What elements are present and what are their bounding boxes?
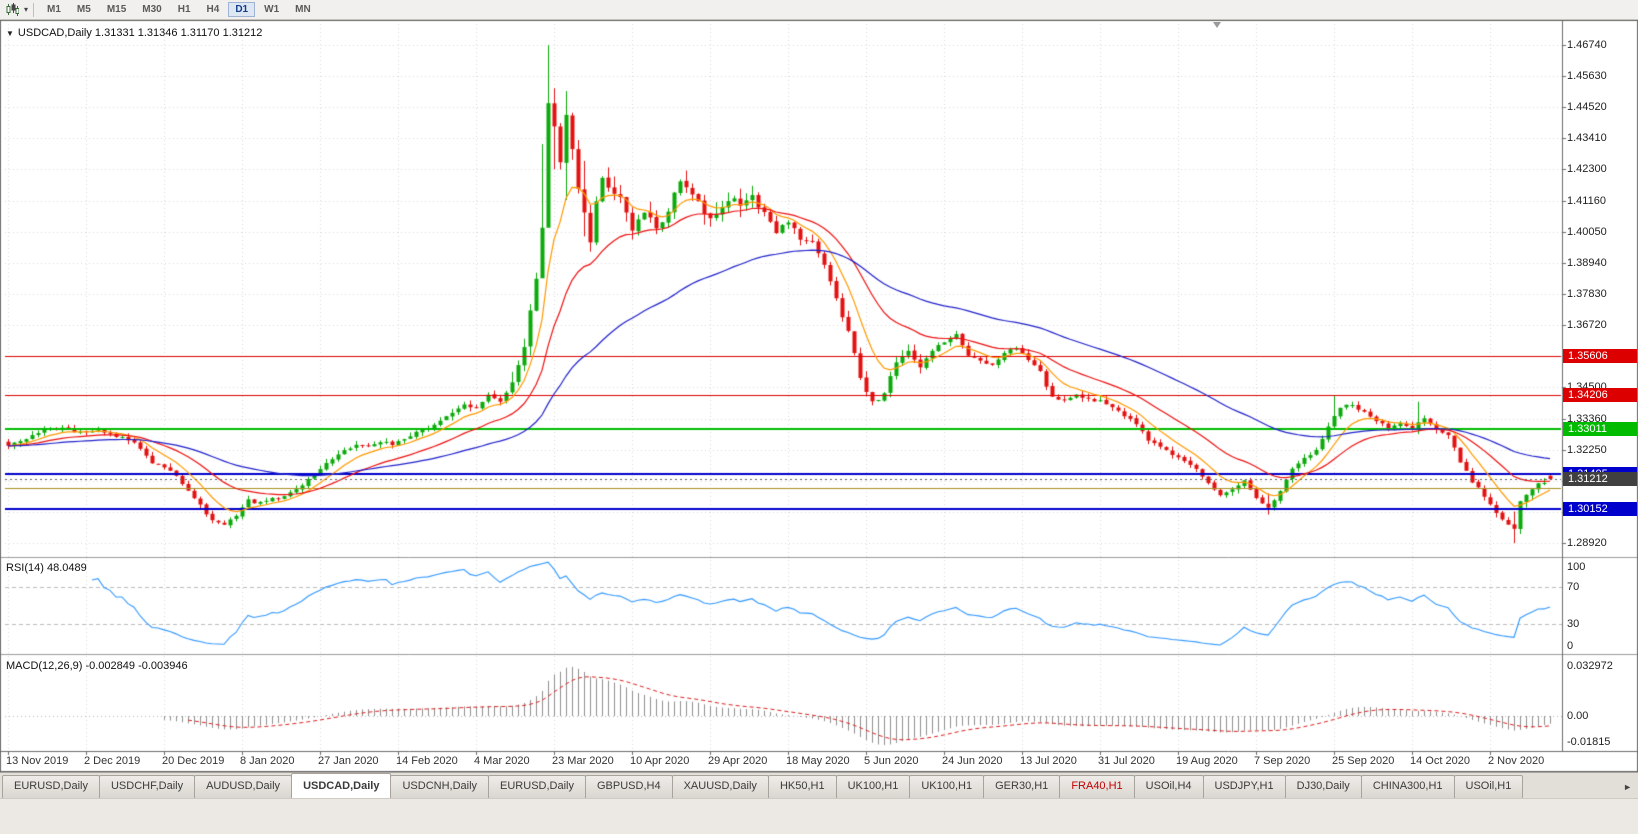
date-axis-label: 23 Mar 2020	[552, 755, 614, 767]
chart-tab-dj30-daily[interactable]: DJ30,Daily	[1284, 775, 1362, 798]
price-axis-label: 1.45630	[1567, 70, 1607, 83]
chart-shift-marker[interactable]	[1213, 22, 1221, 28]
date-axis-label: 14 Oct 2020	[1410, 755, 1470, 767]
price-chart-canvas[interactable]	[0, 20, 1638, 772]
chart-tab-usdjpy-h1[interactable]: USDJPY,H1	[1202, 775, 1286, 798]
chart-tab-usoil-h4[interactable]: USOil,H4	[1133, 775, 1204, 798]
date-axis-label: 18 May 2020	[786, 755, 850, 767]
chart-tab-usdchf-daily[interactable]: USDCHF,Daily	[98, 775, 196, 798]
price-axis-label: 1.40050	[1567, 226, 1607, 239]
timeframe-button-mn[interactable]: MN	[288, 2, 318, 17]
date-axis-label: 31 Jul 2020	[1098, 755, 1155, 767]
timeframe-toolbar: ▾ M1 M5 M15 M30 H1 H4 D1 W1 MN	[0, 0, 1638, 20]
rsi-axis-label: 70	[1567, 581, 1580, 594]
tab-scroll-right-icon[interactable]: ►	[1619, 782, 1636, 792]
date-axis-label: 25 Sep 2020	[1332, 755, 1395, 767]
date-axis-label: 2 Dec 2019	[84, 755, 141, 767]
chart-tab-usoil-h1[interactable]: USOil,H1	[1453, 775, 1524, 798]
chart-tab-ger30-h1[interactable]: GER30,H1	[983, 775, 1061, 798]
date-axis-label: 24 Jun 2020	[942, 755, 1003, 767]
timeframe-button-w1[interactable]: W1	[257, 2, 286, 17]
macd-indicator-label: MACD(12,26,9) -0.002849 -0.003946	[6, 660, 188, 672]
price-axis-label: 1.41160	[1567, 195, 1606, 208]
toolbar-separator	[33, 2, 35, 17]
symbol-ohlc-label: ▼ USDCAD,Daily 1.31331 1.31346 1.31170 1.…	[6, 27, 262, 39]
chart-tab-hk50-h1[interactable]: HK50,H1	[767, 775, 837, 798]
price-level-badge: 1.33011	[1563, 421, 1637, 436]
price-axis-label: 1.46740	[1567, 39, 1607, 52]
chart-tab-uk100-h1[interactable]: UK100,H1	[909, 775, 985, 798]
timeframe-button-m15[interactable]: M15	[100, 2, 133, 17]
ohlc-text: USDCAD,Daily 1.31331 1.31346 1.31170 1.3…	[17, 27, 263, 39]
date-axis-label: 14 Feb 2020	[396, 755, 458, 767]
price-level-badge: 1.35606	[1563, 349, 1637, 364]
price-axis-label: 1.42300	[1567, 163, 1607, 176]
timeframe-button-m1[interactable]: M1	[40, 2, 68, 17]
price-axis-label: 1.37830	[1567, 288, 1607, 301]
price-axis-label: 1.36720	[1567, 319, 1607, 332]
date-axis-label: 27 Jan 2020	[318, 755, 379, 767]
chart-tab-china300-h1[interactable]: CHINA300,H1	[1360, 775, 1455, 798]
rsi-axis-label: 100	[1567, 561, 1586, 573]
price-axis-label: 1.28920	[1567, 537, 1607, 550]
rsi-indicator-label: RSI(14) 48.0489	[6, 562, 87, 574]
chart-window: ▼ USDCAD,Daily 1.31331 1.31346 1.31170 1.…	[0, 20, 1638, 772]
date-axis-label: 13 Nov 2019	[6, 755, 69, 767]
chart-tab-fra40-h1[interactable]: FRA40,H1	[1059, 775, 1135, 798]
date-axis-label: 2 Nov 2020	[1488, 755, 1545, 767]
date-axis-label: 13 Jul 2020	[1020, 755, 1077, 767]
chart-tabbar: ► EURUSD,Daily USDCHF,Daily AUDUSD,Daily US…	[0, 772, 1638, 798]
chart-type-button[interactable]	[3, 2, 22, 18]
price-level-badge: 1.34206	[1563, 388, 1637, 403]
date-axis-label: 10 Apr 2020	[630, 755, 690, 767]
date-axis-label: 20 Dec 2019	[162, 755, 225, 767]
macd-axis-label-zero: 0.00	[1567, 710, 1589, 723]
collapse-arrow-icon[interactable]: ▼	[6, 29, 14, 38]
timeframe-button-m30[interactable]: M30	[135, 2, 168, 17]
chart-tab-gbpusd-h4[interactable]: GBPUSD,H4	[585, 775, 673, 798]
macd-axis-label-top: 0.032972	[1567, 660, 1613, 672]
chart-tab-usdcnh-daily[interactable]: USDCNH,Daily	[390, 775, 490, 798]
candlestick-chart-icon	[6, 3, 19, 16]
rsi-axis-label: 30	[1567, 617, 1580, 630]
date-axis-label: 19 Aug 2020	[1176, 755, 1238, 767]
chart-tab-xauusd-daily[interactable]: XAUUSD,Daily	[671, 775, 769, 798]
chart-tab-audusd-daily[interactable]: AUDUSD,Daily	[194, 775, 293, 798]
price-axis-label: 1.38940	[1567, 257, 1607, 270]
timeframe-button-d1[interactable]: D1	[228, 2, 256, 17]
rsi-axis-label: 0	[1567, 640, 1574, 652]
chart-tab-eurusd-daily[interactable]: EURUSD,Daily	[488, 775, 586, 798]
timeframe-button-h4[interactable]: H4	[200, 2, 227, 17]
date-axis-label: 29 Apr 2020	[708, 755, 768, 767]
chart-tab-eurusd-daily[interactable]: EURUSD,Daily	[2, 775, 100, 798]
date-axis-label: 4 Mar 2020	[474, 755, 530, 767]
date-axis-label: 8 Jan 2020	[240, 755, 295, 767]
chart-tab-usdcad-daily[interactable]: USDCAD,Daily	[291, 773, 392, 798]
timeframe-button-h1[interactable]: H1	[171, 2, 198, 17]
chart-tab-uk100-h1[interactable]: UK100,H1	[835, 775, 911, 798]
price-axis-label: 1.43410	[1567, 132, 1607, 145]
timeframe-buttons-group: M1 M5 M15 M30 H1 H4 D1 W1 MN	[39, 2, 319, 17]
status-bar	[0, 798, 1638, 834]
chart-type-caret-icon[interactable]: ▾	[24, 5, 29, 14]
price-axis-label: 1.32250	[1567, 444, 1607, 457]
current-price-badge: 1.31212	[1563, 472, 1637, 487]
price-axis-label: 1.44520	[1567, 101, 1607, 114]
date-axis-label: 5 Jun 2020	[864, 755, 919, 767]
timeframe-button-m5[interactable]: M5	[70, 2, 98, 17]
macd-axis-label-bottom: -0.01815	[1567, 736, 1611, 748]
date-axis-label: 7 Sep 2020	[1254, 755, 1311, 767]
price-level-badge: 1.30152	[1563, 501, 1637, 516]
